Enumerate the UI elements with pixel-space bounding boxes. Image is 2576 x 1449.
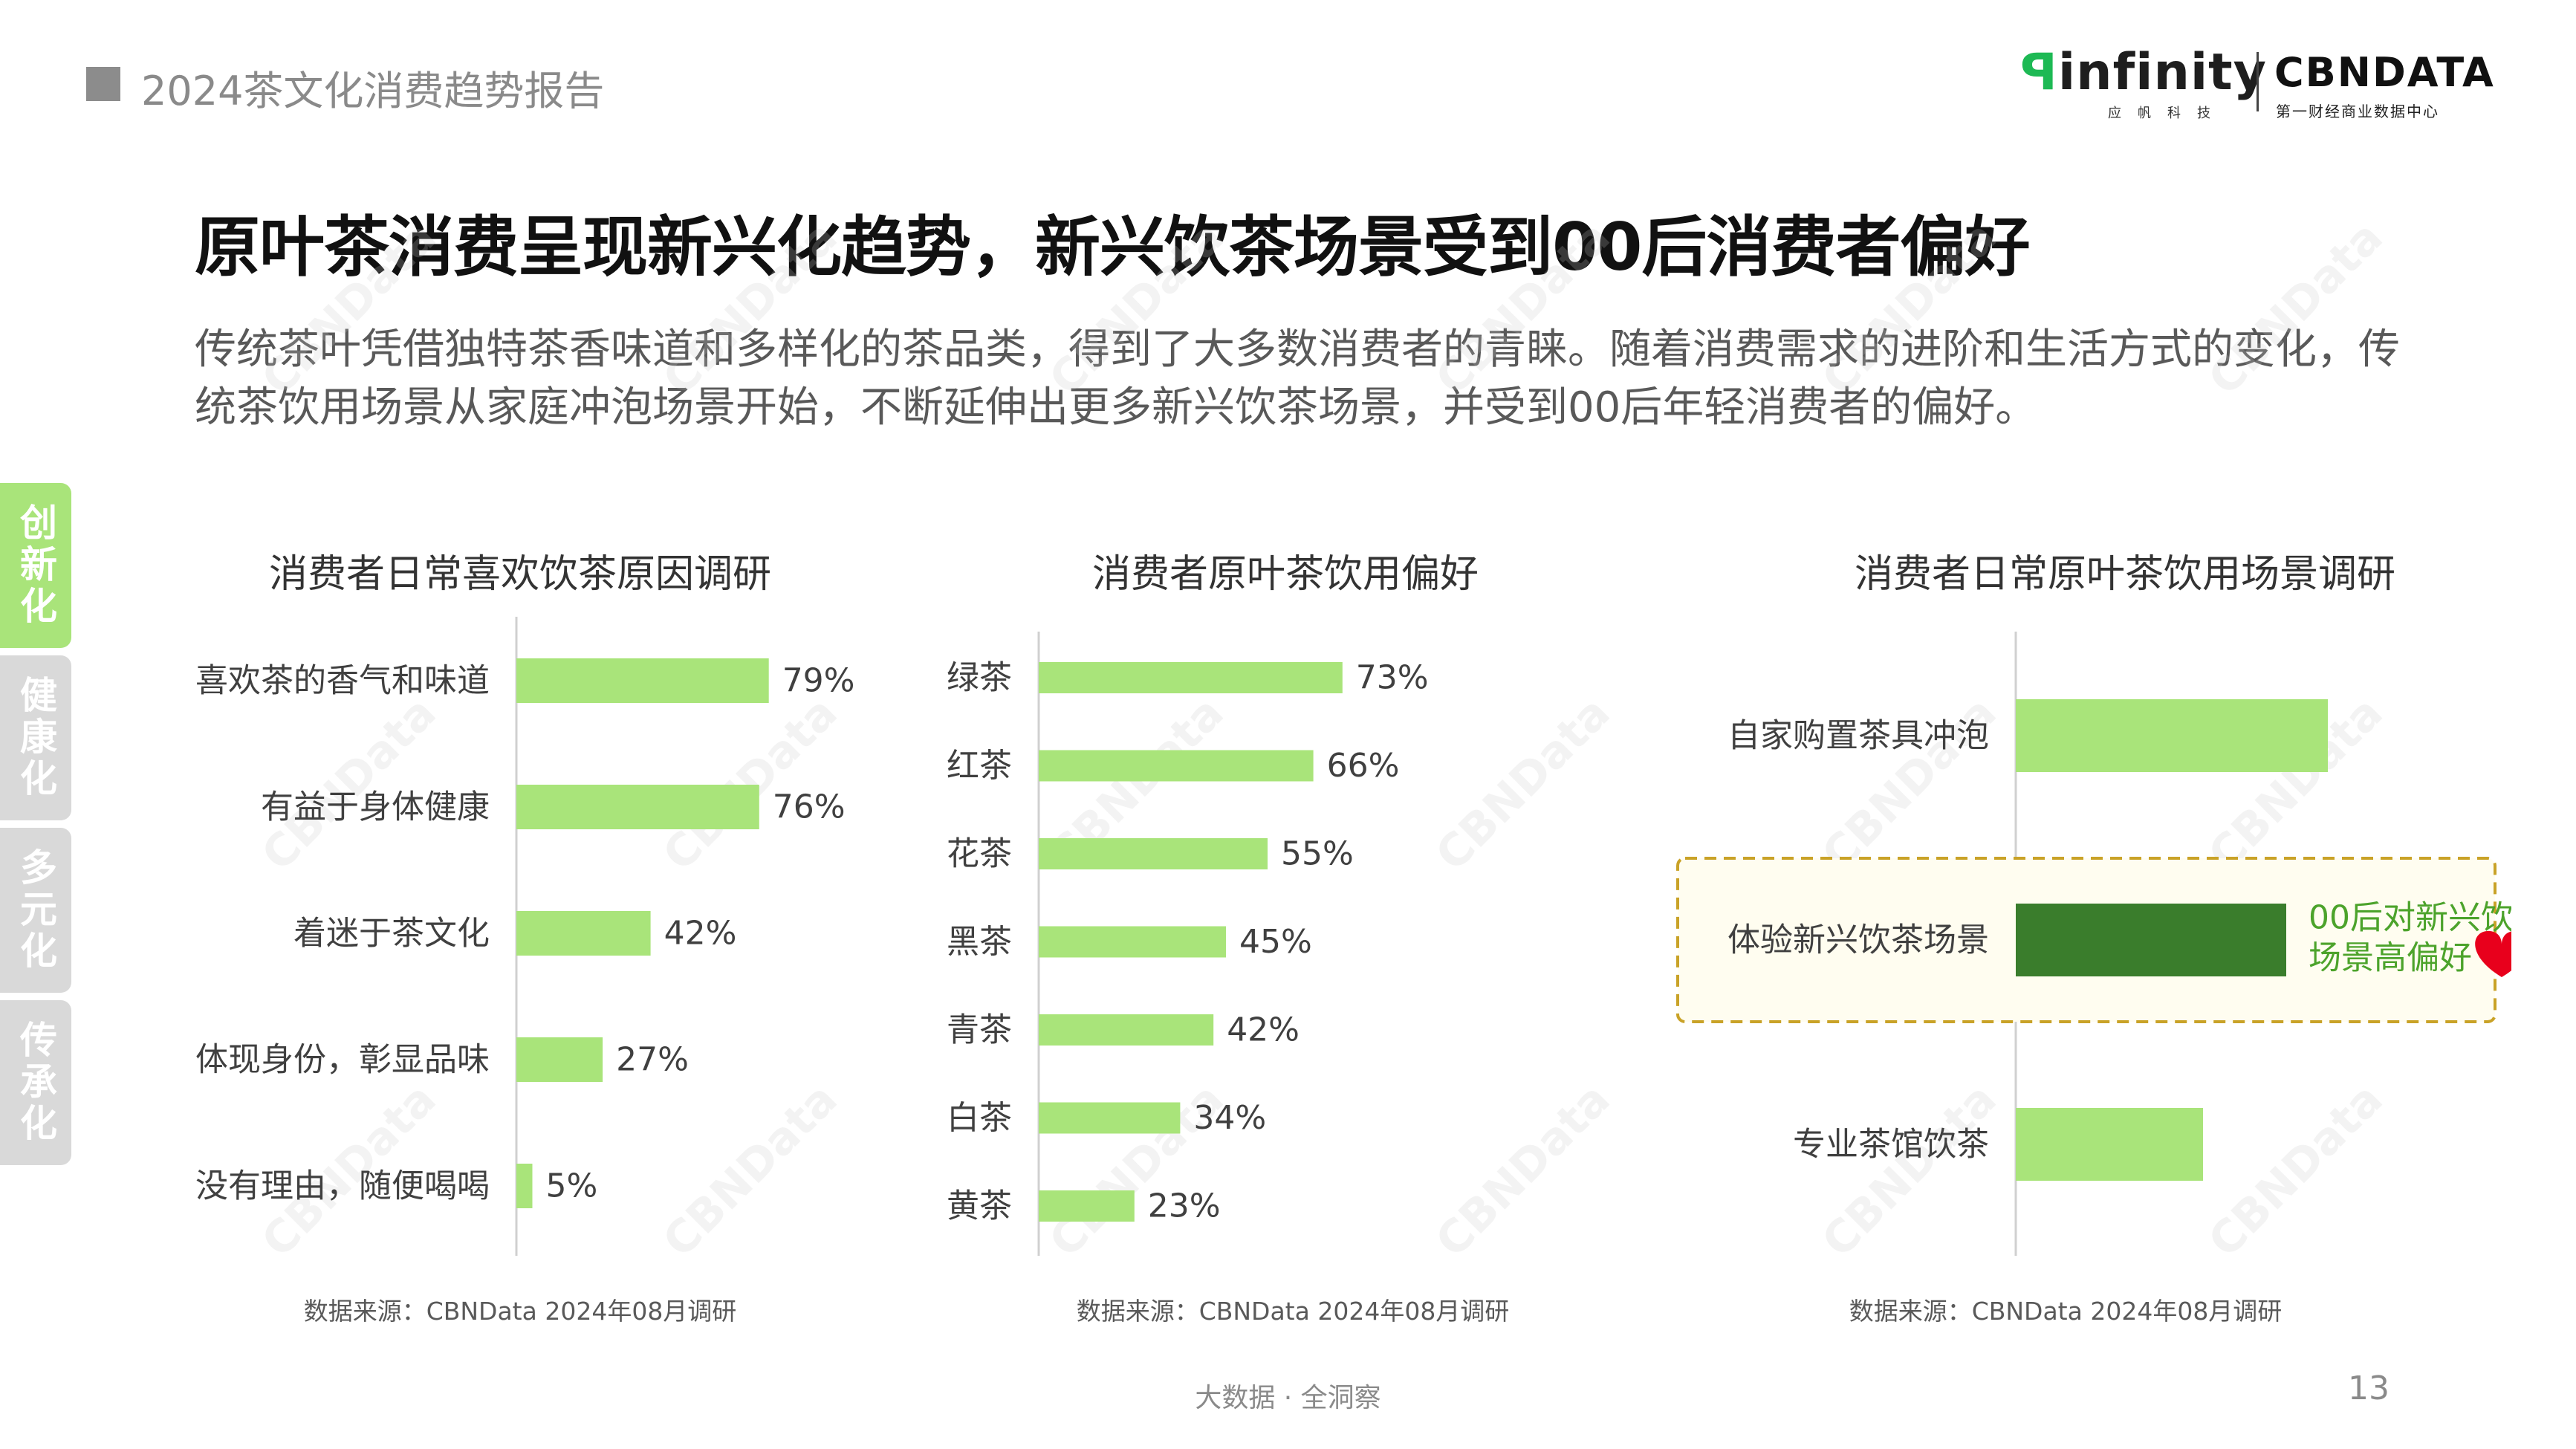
- bar: [1039, 1102, 1181, 1134]
- data-label: 55%: [1281, 835, 1354, 873]
- category-label: 有益于身体健康: [261, 788, 490, 826]
- side-tab-label: 传承化: [14, 1020, 57, 1145]
- page-number: 13: [2348, 1369, 2390, 1407]
- side-tab-heritage[interactable]: 传承化: [0, 1000, 71, 1165]
- category-label: 体现身份，彰显品味: [195, 1041, 490, 1079]
- side-tab-health[interactable]: 健康化: [0, 655, 71, 820]
- page-headline: 原叶茶消费呈现新兴化趋势，新兴饮茶场景受到00后消费者偏好: [195, 209, 2030, 285]
- category-label: 专业茶馆饮茶: [1793, 1126, 1989, 1164]
- infinity-logo-subtitle: 应帆科技: [2108, 106, 2227, 121]
- bar: [2016, 1108, 2203, 1181]
- side-tab-innovation[interactable]: 创新化: [0, 483, 71, 648]
- bar: [2016, 904, 2286, 976]
- chart-source-note: 数据来源：CBNData 2024年08月调研: [303, 1297, 737, 1326]
- intro-paragraph: 传统茶叶凭借独特茶香味道和多样化的茶品类，得到了大多数消费者的青睐。随着消费需求…: [195, 325, 2400, 432]
- category-label: 自家购置茶具冲泡: [1727, 717, 1989, 755]
- side-tab-diversity[interactable]: 多元化: [0, 828, 71, 993]
- data-label: 23%: [1148, 1187, 1221, 1225]
- data-label: 45%: [1239, 923, 1312, 961]
- chart-reasons: 喜欢茶的香气和味道 79% 有益于身体健康 76% 着迷于茶文化 42% 体现身份，彰显品味…: [195, 617, 855, 1256]
- data-label: 42%: [664, 915, 737, 953]
- category-label: 喜欢茶的香气和味道: [195, 662, 490, 700]
- cbndata-logo: CBNDATA: [2274, 49, 2495, 96]
- chart-source-note: 数据来源：CBNData 2024年08月调研: [1849, 1297, 2283, 1326]
- category-label: 白茶: [947, 1099, 1012, 1137]
- category-label: 黑茶: [947, 923, 1012, 961]
- side-tab-label: 健康化: [14, 675, 57, 800]
- data-label: 34%: [1193, 1099, 1266, 1137]
- heart-icon: [2475, 930, 2511, 977]
- header-square-marker: [86, 67, 120, 101]
- category-label: 黄茶: [947, 1187, 1012, 1225]
- bar: [516, 1037, 603, 1082]
- chart-tea-types: 绿茶 73% 红茶 66% 花茶 55% 黑茶 45% 青茶 42% 白茶 34% 黄茶 23%: [947, 632, 1429, 1256]
- category-label: 花茶: [947, 835, 1012, 873]
- chart-title-reasons: 消费者日常喜欢饮茶原因调研: [268, 552, 771, 597]
- infinity-logo: ꟼinfinity: [2020, 43, 2268, 102]
- bar: [2016, 699, 2328, 772]
- category-label: 着迷于茶文化: [293, 915, 490, 953]
- logo-divider: [2257, 52, 2259, 111]
- bar: [516, 658, 769, 703]
- bar: [1039, 662, 1343, 693]
- bar: [516, 1164, 533, 1208]
- category-label: 体验新兴饮茶场景: [1727, 921, 1989, 959]
- bar: [1039, 1190, 1135, 1222]
- chart-source-note: 数据来源：CBNData 2024年08月调研: [1076, 1297, 1510, 1326]
- bar: [1039, 926, 1226, 958]
- bar: [516, 785, 759, 829]
- annotation-text: 场景高偏好: [2309, 939, 2472, 977]
- data-label: 76%: [773, 788, 846, 826]
- category-label: 青茶: [947, 1011, 1012, 1049]
- report-title: 2024茶文化消费趋势报告: [141, 68, 605, 114]
- cbndata-logo-subtitle: 第一财经商业数据中心: [2276, 103, 2439, 120]
- data-label: 42%: [1227, 1011, 1300, 1049]
- category-label: 没有理由，随便喝喝: [195, 1167, 490, 1205]
- category-label: 红茶: [947, 747, 1012, 785]
- footer-slogan: 大数据 · 全洞察: [1195, 1383, 1381, 1413]
- bar: [1039, 750, 1314, 782]
- bar: [516, 911, 651, 956]
- chart-title-tea-types: 消费者原叶茶饮用偏好: [1091, 552, 1479, 597]
- annotation-text: 00后对新兴饮茶: [2309, 899, 2511, 937]
- data-label: 73%: [1356, 659, 1429, 697]
- chart-title-scenarios: 消费者日常原叶茶饮用场景调研: [1854, 552, 2395, 597]
- data-label: 27%: [616, 1041, 689, 1079]
- side-tab-label: 多元化: [14, 848, 57, 973]
- bar: [1039, 838, 1268, 869]
- category-label: 绿茶: [947, 659, 1012, 697]
- data-label: 66%: [1327, 747, 1400, 785]
- bar: [1039, 1014, 1214, 1046]
- side-tab-label: 创新化: [14, 503, 57, 628]
- logo-group: ꟼinfinity 应帆科技 CBNDATA 第一财经商业数据中心: [2020, 43, 2494, 125]
- data-label: 79%: [782, 662, 855, 700]
- data-label: 5%: [546, 1167, 598, 1205]
